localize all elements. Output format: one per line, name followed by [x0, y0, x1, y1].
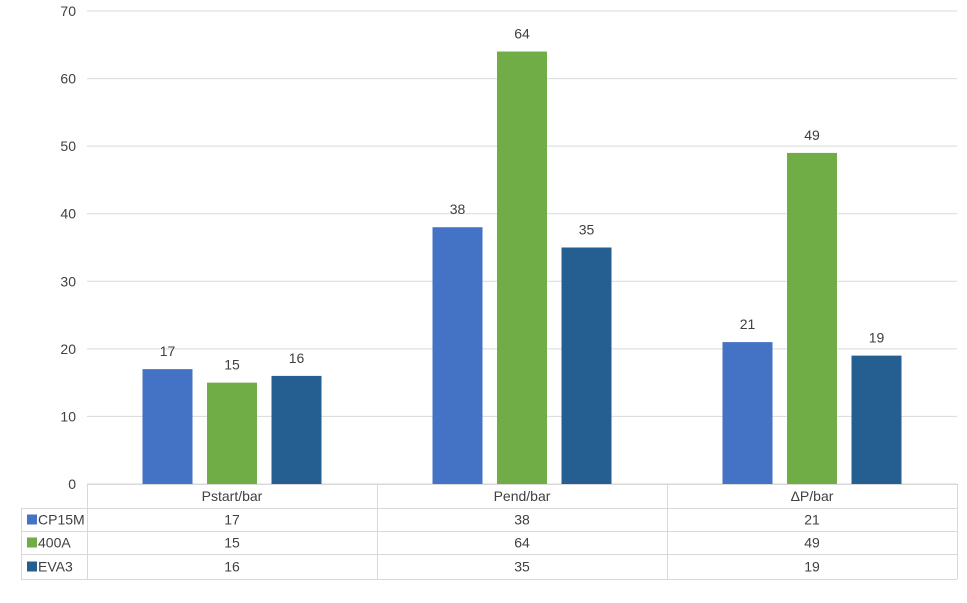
data-label: 16	[289, 350, 305, 366]
bar-400a	[787, 152, 837, 484]
y-tick-label: 50	[60, 138, 76, 154]
data-label: 21	[740, 316, 756, 332]
table-cell: 35	[514, 559, 530, 575]
table-cell: 16	[224, 559, 240, 575]
legend-key-eva3	[27, 561, 37, 572]
bar-eva3	[561, 247, 612, 484]
table-cell: 49	[804, 535, 820, 551]
bar-cp15m	[142, 369, 193, 484]
data-label: 49	[804, 127, 820, 143]
bar-eva3	[851, 355, 902, 484]
legend-label: EVA3	[38, 559, 73, 575]
table-cell: 17	[224, 512, 240, 528]
bar-eva3	[271, 375, 322, 484]
y-tick-label: 10	[60, 408, 76, 424]
data-label: 17	[160, 343, 176, 359]
category-label: ΔP/bar	[791, 488, 834, 504]
bar-400a	[497, 51, 547, 485]
bar-cp15m	[722, 342, 773, 484]
table-cell: 15	[224, 535, 240, 551]
bar-cp15m	[432, 227, 483, 484]
y-tick-label: 20	[60, 341, 76, 357]
bar-400a	[207, 382, 257, 484]
table-cell: 38	[514, 512, 530, 528]
category-label: Pend/bar	[494, 488, 551, 504]
table-cell: 64	[514, 535, 530, 551]
legend-label: 400A	[38, 535, 71, 551]
legend-key-400a	[27, 537, 37, 548]
y-tick-label: 40	[60, 206, 76, 222]
y-tick-label: 0	[68, 476, 76, 492]
y-tick-label: 70	[60, 3, 76, 19]
data-label: 38	[450, 201, 466, 217]
y-tick-label: 30	[60, 273, 76, 289]
legend-key-cp15m	[27, 514, 37, 525]
category-label: Pstart/bar	[202, 488, 263, 504]
legend-label: CP15M	[38, 512, 85, 528]
table-cell: 21	[804, 512, 820, 528]
data-label: 64	[514, 26, 530, 42]
table-cell: 19	[804, 559, 820, 575]
data-label: 19	[869, 330, 885, 346]
data-label: 35	[579, 222, 595, 238]
y-tick-label: 60	[60, 71, 76, 87]
data-label: 15	[224, 357, 240, 373]
